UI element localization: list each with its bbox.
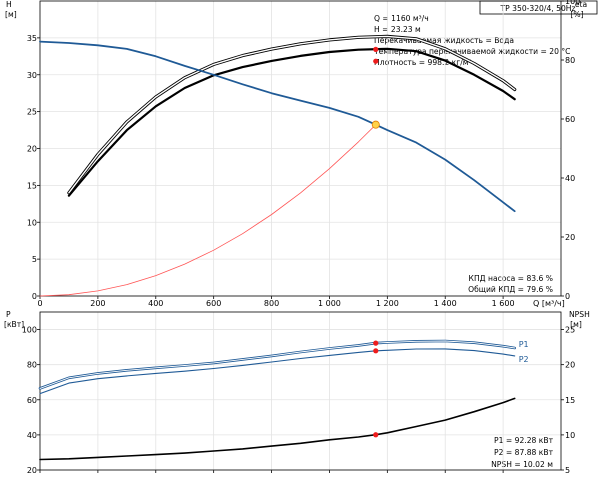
top-x-tick-label: 1 000 — [318, 299, 341, 308]
top-y-left-tick-label: 30 — [27, 71, 37, 80]
system-curve-line — [39, 124, 377, 297]
top-y-right-tick-label: 100 — [565, 0, 580, 6]
p2-series-label: P2 — [519, 355, 529, 364]
top-y-left-tick-label: 25 — [27, 108, 37, 117]
y-right-label-bottom-unit: [м] — [570, 320, 582, 329]
top-panel: 0 200 400 600 800 1 000 1 200 1 400 1 6000510152… — [27, 0, 580, 308]
duty-point-head-marker — [371, 120, 380, 129]
bottom-y-left-tick-label: 100 — [22, 326, 37, 335]
bottom-panel: 20 40 60 80 100 5 10 15 20 25 P1 P2 — [22, 311, 575, 475]
y-left-label-bottom-symbol: P — [6, 310, 11, 319]
x-axis-label: Q [м³/ч] — [533, 299, 565, 308]
p1-series-label: P1 — [519, 340, 529, 349]
top-y-right-tick-label: 60 — [565, 115, 575, 124]
y-right-label-top-symbol: eta — [575, 0, 587, 9]
bottom-y-left-tick-label: 60 — [27, 396, 37, 405]
note-total-efficiency: Общий КПД = 79.6 % — [468, 285, 553, 294]
pump-efficiency-line-inner — [68, 35, 516, 194]
top-y-right-tick-label: 0 — [565, 292, 570, 301]
note-pump-efficiency: КПД насоса = 83.6 % — [469, 274, 553, 283]
top-y-left-tick-label: 20 — [27, 145, 37, 154]
top-y-right-tick-label: 20 — [565, 233, 575, 242]
power-notes: P1 = 92.28 кВт P2 = 87.88 кВт NPSH = 10.… — [491, 436, 553, 469]
duty-point-p1-marker — [373, 340, 379, 346]
top-y-left-tick-label: 5 — [32, 255, 37, 264]
bottom-y-right-tick-label: 25 — [565, 326, 575, 335]
bottom-y-right-tick-label: 15 — [565, 396, 575, 405]
y-left-label-bottom-unit: [кВт] — [4, 320, 24, 329]
npsh-line — [39, 397, 516, 461]
y-left-label-top-symbol: H — [6, 0, 12, 9]
top-x-tick-label: 1 400 — [434, 299, 457, 308]
info-density: Плотность = 998.2 кг/м³ — [374, 58, 472, 67]
info-temperature: Температура перекачиваемой жидкости = 20… — [373, 47, 570, 56]
top-y-left-tick-label: 35 — [27, 34, 37, 43]
top-y-left-tick-label: 10 — [27, 218, 37, 227]
bottom-y-right-tick-label: 10 — [565, 431, 575, 440]
duty-point-npsh-marker — [373, 432, 379, 438]
top-x-tick-label: 1 600 — [492, 299, 515, 308]
top-x-tick-label: 200 — [90, 299, 105, 308]
top-y-left-tick-label: 0 — [32, 292, 37, 301]
top-frame — [39, 0, 562, 297]
duty-point-pump-efficiency-marker — [373, 46, 379, 52]
bottom-y-left-tick-label: 80 — [27, 361, 37, 370]
duty-point-total-efficiency-marker — [373, 58, 379, 64]
info-liquid: Перекачиваемая жидкость = Вода — [374, 36, 514, 45]
top-y-right-tick-label: 80 — [565, 56, 575, 65]
total-efficiency-line — [67, 47, 516, 197]
top-y-right-tick-label: 40 — [565, 174, 575, 183]
top-x-tick-label: 1 200 — [376, 299, 399, 308]
y-left-label-top-unit: [м] — [5, 10, 17, 19]
bottom-y-left-tick-label: 40 — [27, 431, 37, 440]
operating-info: Q = 1160 м³/ч H = 23.23 м Перекачиваемая… — [373, 14, 570, 67]
top-x-tick-label: 600 — [206, 299, 221, 308]
top-x-tick-label: 400 — [148, 299, 163, 308]
bottom-y-left-tick-label: 20 — [27, 466, 37, 474]
top-x-tick-label: 0 — [37, 299, 42, 308]
top-x-tick-label: 800 — [264, 299, 279, 308]
note-p1: P1 = 92.28 кВт — [494, 436, 554, 445]
pump-label: TP 350-320/4, 50Hz — [500, 4, 576, 13]
duty-point-p2-marker — [373, 348, 379, 354]
bottom-y-right-tick-label: 20 — [565, 361, 575, 370]
efficiency-notes: КПД насоса = 83.6 % Общий КПД = 79.6 % — [468, 274, 553, 294]
p2-power-line — [39, 348, 516, 395]
bottom-frame — [39, 311, 562, 471]
y-right-label-bottom-symbol: NPSH — [569, 310, 590, 319]
note-p2: P2 = 87.88 кВт — [494, 448, 554, 457]
bottom-y-right-tick-label: 5 — [565, 466, 570, 474]
info-head: H = 23.23 м — [374, 25, 421, 34]
head-curve-line — [39, 40, 516, 213]
info-flow: Q = 1160 м³/ч — [374, 14, 429, 23]
y-right-label-top-unit: [%] — [570, 10, 583, 19]
p1-power-line-inner — [39, 340, 516, 389]
top-y-left-tick-label: 15 — [27, 181, 37, 190]
note-npsh: NPSH = 10.02 м — [491, 460, 553, 469]
